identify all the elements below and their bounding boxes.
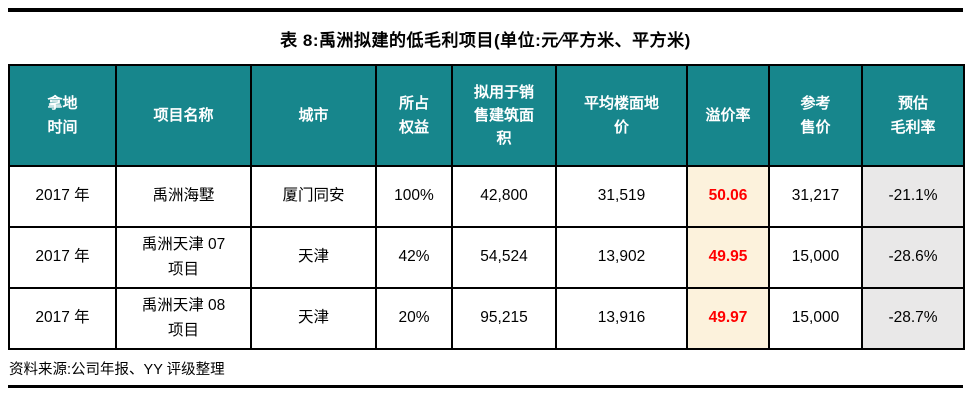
page: 表 8:禹洲拟建的低毛利项目(单位:元∕平方米、平方米) 拿地 时间 项目名称 … [8, 8, 965, 388]
cell-estimated-gross-margin: -21.1% [861, 165, 965, 228]
cell-estimated-gross-margin: -28.7% [861, 287, 965, 350]
cell-land-acquisition-time: 2017 年 [8, 287, 117, 350]
data-source-note: 资料来源:公司年报、YY 评级整理 [9, 362, 225, 378]
cell-city: 天津 [250, 226, 377, 289]
col-header-project-name: 项目名称 [115, 64, 252, 167]
cell-saleable-gfa: 42,800 [451, 165, 557, 228]
cell-premium-rate: 49.95 [686, 226, 770, 289]
col-header-land-acquisition-time: 拿地 时间 [8, 64, 117, 167]
col-header-premium-rate: 溢价率 [686, 64, 770, 167]
cell-equity-share: 100% [375, 165, 453, 228]
table-row: 2017 年 禹洲海墅 厦门同安 100% 42,800 31,519 50.0… [8, 165, 965, 228]
cell-equity-share: 20% [375, 287, 453, 350]
col-header-city: 城市 [250, 64, 377, 167]
cell-city: 厦门同安 [250, 165, 377, 228]
cell-project-name: 禹洲海墅 [115, 165, 252, 228]
col-header-reference-price: 参考 售价 [768, 64, 863, 167]
cell-equity-share: 42% [375, 226, 453, 289]
cell-premium-rate: 49.97 [686, 287, 770, 350]
cell-reference-price: 31,217 [768, 165, 863, 228]
cell-project-name: 禹洲天津 08 项目 [115, 287, 252, 350]
cell-city: 天津 [250, 287, 377, 350]
cell-saleable-gfa: 54,524 [451, 226, 557, 289]
top-rule [8, 8, 963, 12]
cell-estimated-gross-margin: -28.6% [861, 226, 965, 289]
cell-avg-floor-price: 31,519 [555, 165, 688, 228]
col-header-estimated-gross-margin: 预估 毛利率 [861, 64, 965, 167]
table-title: 表 8:禹洲拟建的低毛利项目(单位:元∕平方米、平方米) [280, 31, 691, 50]
col-header-equity-share: 所占 权益 [375, 64, 453, 167]
cell-land-acquisition-time: 2017 年 [8, 226, 117, 289]
cell-saleable-gfa: 95,215 [451, 287, 557, 350]
cell-land-acquisition-time: 2017 年 [8, 165, 117, 228]
col-header-avg-floor-price: 平均楼面地 价 [555, 64, 688, 167]
cell-avg-floor-price: 13,916 [555, 287, 688, 350]
col-header-saleable-gfa: 拟用于销 售建筑面 积 [451, 64, 557, 167]
table-row: 2017 年 禹洲天津 07 项目 天津 42% 54,524 13,902 4… [8, 226, 965, 289]
cell-project-name: 禹洲天津 07 项目 [115, 226, 252, 289]
cell-reference-price: 15,000 [768, 226, 863, 289]
low-margin-projects-table: 拿地 时间 项目名称 城市 所占 权益 拟用于销 售建筑面 积 平均楼面地 价 … [8, 64, 965, 350]
bottom-rule [8, 385, 963, 388]
table-row: 2017 年 禹洲天津 08 项目 天津 20% 95,215 13,916 4… [8, 287, 965, 350]
cell-premium-rate: 50.06 [686, 165, 770, 228]
header-row: 拿地 时间 项目名称 城市 所占 权益 拟用于销 售建筑面 积 平均楼面地 价 … [8, 64, 965, 167]
cell-reference-price: 15,000 [768, 287, 863, 350]
cell-avg-floor-price: 13,902 [555, 226, 688, 289]
